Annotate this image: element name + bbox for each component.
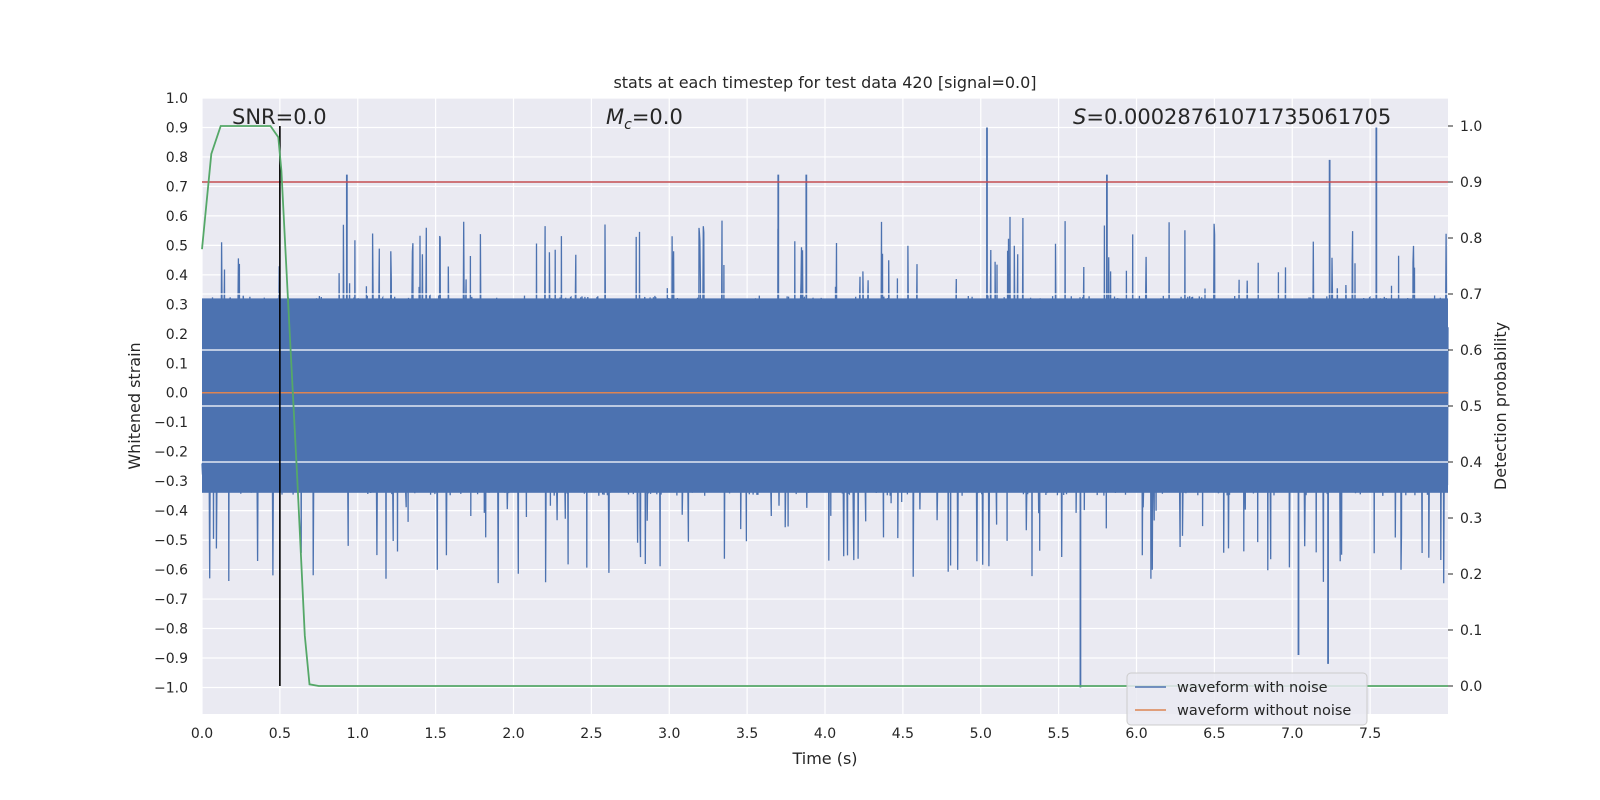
legend-box <box>1126 672 1368 726</box>
x-tick-label: 6.0 <box>1125 726 1147 742</box>
legend-label-noise: waveform with noise <box>1177 680 1328 696</box>
y-right-tick-labels: 1.0 0.9 0.8 0.7 0.6 0.5 0.4 0.3 0.2 0.1 0.0 <box>1448 119 1482 695</box>
chart-title: stats at each timestep for test data 420… <box>613 73 1036 92</box>
x-tick-label: 4.0 <box>814 726 836 742</box>
y-left-tick-label: 1.0 <box>166 91 188 107</box>
y-left-tick-label: −0.2 <box>154 445 188 461</box>
x-tick-label: 5.5 <box>1047 726 1069 742</box>
y-right-tick-label: 0.3 <box>1460 511 1482 527</box>
mc-subscript: c <box>624 117 632 133</box>
y-left-tick-label: −0.4 <box>154 504 188 520</box>
y-left-tick-label: −0.6 <box>154 563 188 579</box>
y-left-tick-label: −1.0 <box>154 680 188 696</box>
mc-symbol: M <box>606 105 624 129</box>
y-right-tick-label: 0.2 <box>1460 567 1482 583</box>
x-tick-label: 5.0 <box>970 726 992 742</box>
y-left-axis-label: Whitened strain <box>125 342 144 469</box>
y-left-tick-label: 0.5 <box>166 238 188 254</box>
x-tick-label: 0.5 <box>269 726 291 742</box>
x-tick-label: 3.0 <box>658 726 680 742</box>
x-tick-label: 2.0 <box>502 726 524 742</box>
x-tick-label: 2.5 <box>580 726 602 742</box>
y-left-tick-label: −0.8 <box>154 622 188 638</box>
x-tick-label: 0.0 <box>191 726 213 742</box>
s-symbol: S <box>1073 105 1086 129</box>
x-tick-label: 6.5 <box>1203 726 1225 742</box>
x-tick-label: 4.5 <box>892 726 914 742</box>
x-tick-label: 1.5 <box>424 726 446 742</box>
y-left-tick-labels: 1.0 0.9 0.8 0.7 0.6 0.5 0.4 0.3 0.2 0.1 0.0 −0.1 −0.… <box>154 91 188 696</box>
y-left-tick-label: 0.9 <box>166 120 188 136</box>
detection-probability-line <box>201 125 1448 687</box>
y-left-tick-label: 0.4 <box>166 268 188 284</box>
y-left-tick-label: 0.3 <box>166 297 188 313</box>
y-left-tick-label: −0.7 <box>154 592 188 608</box>
y-right-tick-label: 0.5 <box>1460 399 1482 415</box>
y-right-tick-label: 0.1 <box>1460 623 1482 639</box>
noise-dense-band <box>202 298 1448 493</box>
y-left-tick-label: −0.1 <box>154 415 188 431</box>
x-tick-label: 7.0 <box>1281 726 1303 742</box>
s-value: =0.00028761071735061705 <box>1086 105 1391 129</box>
series-lines <box>201 125 1448 687</box>
noise-series <box>201 127 1449 688</box>
y-left-tick-label: 0.1 <box>166 356 188 372</box>
legend: waveform with noise waveform without noi… <box>1126 672 1368 726</box>
snr-annotation: SNR=0.0 <box>232 105 327 129</box>
y-left-tick-label: −0.3 <box>154 474 188 490</box>
y-right-tick-label: 0.9 <box>1460 175 1482 191</box>
s-annotation: S=0.00028761071735061705 <box>1073 105 1391 129</box>
y-right-tick-label: 0.7 <box>1460 287 1482 303</box>
y-right-tick-label: 1.0 <box>1460 119 1482 135</box>
y-left-tick-label: 0.8 <box>166 150 188 166</box>
y-left-tick-label: 0.6 <box>166 209 188 225</box>
y-right-tick-label: 0.8 <box>1460 231 1482 247</box>
x-tick-label: 1.0 <box>347 726 369 742</box>
x-tick-labels: 0.0 0.5 1.0 1.5 2.0 2.5 3.0 3.5 4.0 4.5 5.0 5.5 6.0 6… <box>191 726 1381 742</box>
y-right-tick-label: 0.0 <box>1460 679 1482 695</box>
y-left-tick-label: −0.5 <box>154 533 188 549</box>
x-tick-label: 7.5 <box>1359 726 1381 742</box>
x-axis-label: Time (s) <box>791 749 857 768</box>
mc-annotation: Mc=0.0 <box>606 105 683 133</box>
mc-value: =0.0 <box>632 105 683 129</box>
y-left-tick-label: 0.2 <box>166 327 188 343</box>
y-right-axis-label: Detection probability <box>1491 322 1510 490</box>
y-left-tick-label: 0.7 <box>166 179 188 195</box>
y-right-tick-label: 0.4 <box>1460 455 1482 471</box>
y-right-tick-label: 0.6 <box>1460 343 1482 359</box>
y-left-tick-label: −0.9 <box>154 651 188 667</box>
legend-label-clean: waveform without noise <box>1177 703 1351 719</box>
x-tick-label: 3.5 <box>736 726 758 742</box>
y-left-tick-label: 0.0 <box>166 386 188 402</box>
